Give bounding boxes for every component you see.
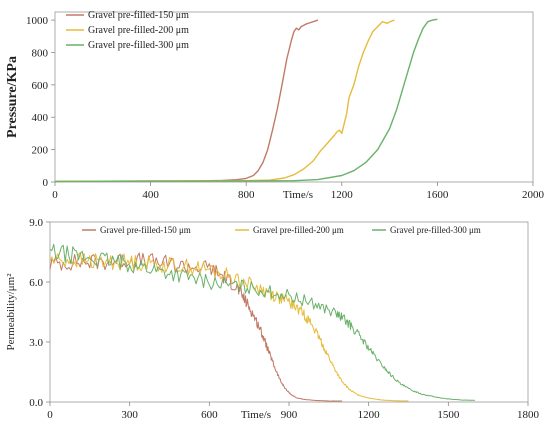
legend-label: Gravel pre-filled-300 μm	[88, 40, 189, 51]
y-tick-label: 800	[32, 47, 49, 59]
plot-frame	[54, 11, 534, 183]
x-tick-label: 1600	[426, 189, 449, 201]
x-axis-title: Time/s	[283, 189, 313, 201]
series-line-3	[54, 18, 438, 183]
y-tick-label: 600	[32, 80, 49, 92]
x-tick-label: 2000	[522, 189, 545, 201]
legend: Gravel pre-filled-150 μm Gravel pre-fille…	[82, 225, 481, 235]
y-axis-title: Pressure/KPa	[5, 56, 20, 138]
legend-label: Gravel pre-filled-200 μm	[253, 225, 344, 235]
series-line-3	[49, 243, 475, 401]
x-tick-label: 0	[47, 409, 53, 421]
legend-label: Gravel pre-filled-300 μm	[390, 225, 481, 235]
x-tick-label: 0	[52, 189, 58, 201]
y-tick-label: 1000	[26, 15, 49, 27]
y-tick-label: 0.0	[29, 397, 43, 409]
x-tick-label: 800	[238, 189, 255, 201]
x-tick-label: 1800	[517, 409, 540, 421]
pressure-chart: 0 400 800 1200 1600 2000 0 200 400 600 800 1000 Grav…	[5, 10, 545, 201]
y-tick-label: 200	[32, 145, 49, 157]
x-tick-label: 900	[281, 409, 298, 421]
legend-label: Gravel pre-filled-150 μm	[100, 225, 191, 235]
y-tick-label: 0	[43, 177, 49, 189]
y-axis-title: Permeability/μm²	[5, 273, 17, 351]
x-axis-title: Time/s	[241, 409, 271, 421]
series-line-2	[55, 19, 395, 182]
y-tick-label: 3.0	[29, 337, 43, 349]
series-line-1	[49, 252, 343, 402]
x-tick-label: 300	[121, 409, 138, 421]
x-tick-label: 600	[201, 409, 218, 421]
y-tick-label: 6.0	[29, 277, 43, 289]
y-tick-label: 400	[32, 112, 49, 124]
y-tick-label: 9.0	[29, 217, 43, 229]
series-line-2	[49, 252, 409, 402]
x-tick-label: 1500	[437, 409, 460, 421]
plot-frame	[49, 221, 529, 403]
x-tick-label: 400	[142, 189, 159, 201]
legend-label: Gravel pre-filled-150 μm	[88, 10, 189, 21]
permeability-chart: 0 300 600 900 1200 1500 1800 0.0 3.0 6.0 9.0 Gravel…	[5, 217, 540, 421]
x-tick-label: 1200	[358, 409, 381, 421]
legend: Gravel pre-filled-150 μm Gravel pre-fille…	[66, 10, 189, 51]
x-tick-label: 1200	[331, 189, 354, 201]
legend-label: Gravel pre-filled-200 μm	[88, 25, 189, 36]
